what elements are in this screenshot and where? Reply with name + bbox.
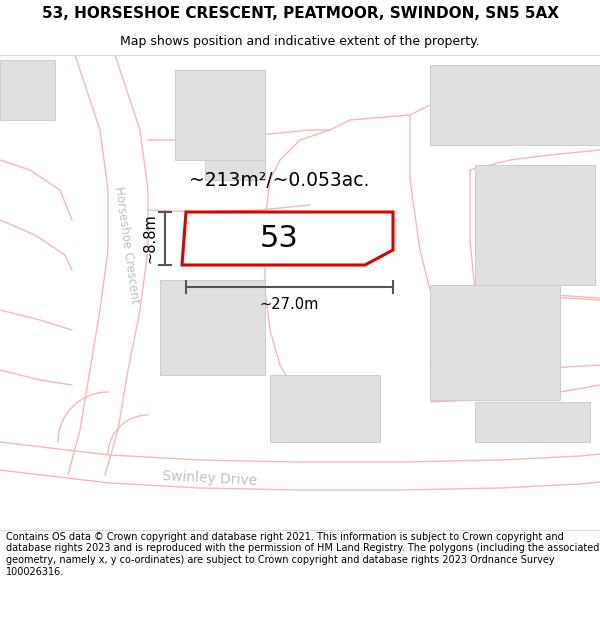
Polygon shape xyxy=(0,60,55,120)
Text: ~213m²/~0.053ac.: ~213m²/~0.053ac. xyxy=(190,171,370,190)
Text: ~27.0m: ~27.0m xyxy=(260,297,319,312)
Polygon shape xyxy=(430,285,560,400)
Polygon shape xyxy=(475,402,590,442)
Polygon shape xyxy=(160,280,265,375)
Polygon shape xyxy=(475,165,595,285)
Polygon shape xyxy=(430,65,600,145)
Polygon shape xyxy=(205,160,265,180)
Text: ~8.8m: ~8.8m xyxy=(142,214,157,263)
Polygon shape xyxy=(0,442,600,490)
Text: Swinley Drive: Swinley Drive xyxy=(162,469,258,488)
Text: Contains OS data © Crown copyright and database right 2021. This information is : Contains OS data © Crown copyright and d… xyxy=(6,532,599,577)
Polygon shape xyxy=(270,375,380,442)
Polygon shape xyxy=(182,212,393,265)
Text: 53: 53 xyxy=(260,224,299,253)
Text: Horseshoe Crescent: Horseshoe Crescent xyxy=(112,186,142,304)
Text: 53, HORSESHOE CRESCENT, PEATMOOR, SWINDON, SN5 5AX: 53, HORSESHOE CRESCENT, PEATMOOR, SWINDO… xyxy=(41,6,559,21)
Text: Map shows position and indicative extent of the property.: Map shows position and indicative extent… xyxy=(120,35,480,48)
Polygon shape xyxy=(68,55,148,475)
Polygon shape xyxy=(175,70,265,160)
